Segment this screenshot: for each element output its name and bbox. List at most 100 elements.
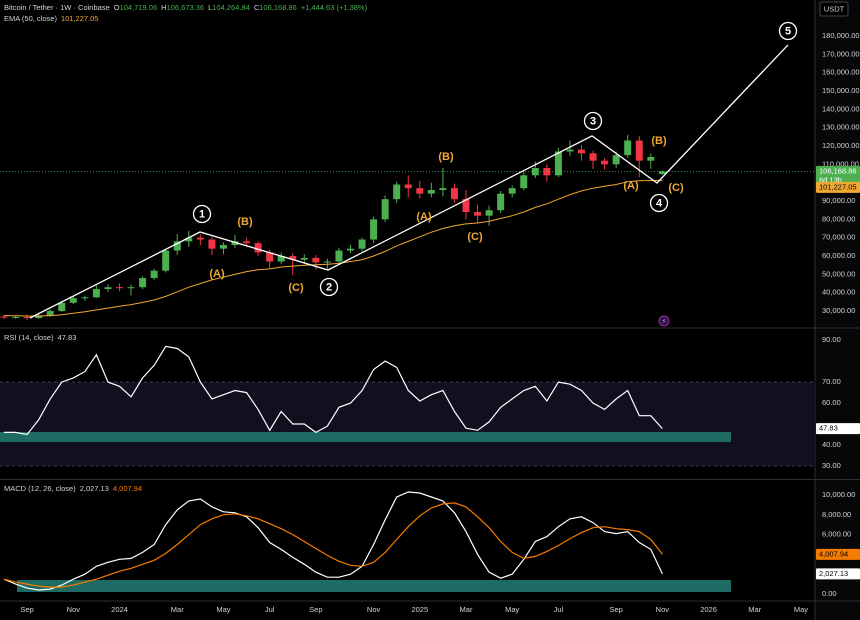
candle-body: [566, 149, 574, 152]
candle-body: [381, 199, 389, 220]
ohlc-value: 106,673.36: [167, 3, 205, 12]
candle-body: [416, 188, 424, 194]
ema-line: [3, 179, 663, 317]
candle-body: [474, 212, 482, 216]
currency-button[interactable]: [819, 1, 849, 17]
candle-body: [162, 250, 170, 271]
x-tick-label: Mar: [171, 605, 184, 614]
y-tick-label: 60,000.00: [822, 251, 855, 260]
ohlc-key: C: [254, 3, 260, 12]
ema-badge: 101,227.05: [819, 182, 857, 191]
indicator-badge-box: [816, 568, 860, 580]
price-badge-countdown: 6d 13h: [819, 175, 842, 184]
indicator-badge-box: [816, 423, 860, 435]
y-tick-label: 40,000.00: [822, 288, 855, 297]
candle-body: [254, 243, 262, 253]
indicator-badge: 2,027.13: [819, 569, 848, 578]
indicator-legend: RSI (14, close) 47.83: [4, 333, 76, 342]
candle-body: [208, 239, 216, 249]
y-tick-label: 120,000.00: [822, 141, 860, 150]
indicator-value: 4,007.94: [113, 484, 142, 493]
indicator-value: 2,027.13: [80, 484, 109, 493]
candle-body: [300, 257, 308, 260]
correction-label: (B): [438, 151, 454, 163]
y-tick-label: 180,000.00: [822, 31, 860, 40]
candle-body: [12, 316, 20, 318]
wave-label: 2: [326, 281, 332, 293]
ohlc-key: L: [208, 3, 212, 12]
candle-body: [116, 287, 123, 289]
x-tick-label: Nov: [656, 605, 670, 614]
candle-body: [335, 250, 343, 262]
highlight-zone: [17, 580, 731, 592]
event-icon[interactable]: [658, 315, 670, 327]
y-tick-label: 60.00: [822, 398, 841, 407]
ema-legend: EMA (50, close) 101,227.05: [4, 14, 98, 23]
candle-body: [219, 245, 227, 249]
indicator-name: MACD (12, 26, close): [4, 484, 76, 493]
x-tick-label: Jul: [554, 605, 564, 614]
price-axis-area: [815, 0, 860, 620]
candle-body: [450, 188, 458, 200]
candle-body: [485, 210, 493, 216]
currency-label[interactable]: USDT: [824, 4, 845, 13]
y-tick-label: 6,000.00: [822, 530, 851, 539]
x-tick-label: Sep: [20, 605, 33, 614]
change: +1,444.63 (+1.38%): [301, 3, 368, 12]
y-tick-label: 10,000.00: [822, 490, 855, 499]
wave-marker: [583, 111, 603, 131]
correction-label: (A): [623, 180, 639, 192]
y-tick-label: 0.00: [822, 589, 837, 598]
candle-body: [601, 160, 609, 165]
candle-body: [277, 256, 285, 262]
ema-value: 101,227.05: [61, 14, 99, 23]
candle-body: [427, 190, 435, 194]
x-tick-label: Sep: [609, 605, 622, 614]
event-icon-glyph[interactable]: ⚡: [662, 317, 667, 325]
candle-body: [69, 298, 77, 303]
candle-body: [370, 219, 378, 240]
price-badge-box: [816, 165, 860, 186]
correction-label: (B): [651, 135, 667, 147]
correction-label: (C): [288, 282, 304, 294]
candle-body: [520, 175, 528, 189]
ohlc-value: 104,264.84: [212, 3, 250, 12]
y-tick-label: 50,000.00: [822, 269, 855, 278]
correction-label: (C): [467, 231, 483, 243]
symbol: Bitcoin / Tether · 1W · Coinbase: [4, 3, 110, 12]
x-tick-label: May: [216, 605, 230, 614]
x-tick-label: Nov: [367, 605, 381, 614]
candle-body: [508, 188, 516, 194]
candle-body: [323, 261, 331, 263]
indicator-line: [3, 491, 663, 591]
wave-marker: [649, 193, 669, 213]
candle-body: [624, 140, 632, 156]
candle-body: [647, 156, 655, 161]
wave-path: [29, 44, 789, 319]
candle-body: [289, 256, 297, 260]
x-tick-label: 2025: [411, 605, 428, 614]
y-tick-label: 90.00: [822, 335, 841, 344]
indicator-legend: MACD (12, 26, close) 2,027.13 4,007.94: [4, 484, 142, 493]
y-tick-label: 40.00: [822, 440, 841, 449]
wave-label: 4: [656, 197, 663, 209]
candle-body: [104, 287, 112, 290]
indicator-value: 47.83: [58, 333, 77, 342]
x-tick-label: Mar: [748, 605, 761, 614]
wave-marker: [778, 21, 798, 41]
candle-body: [497, 193, 505, 211]
indicator-line: [4, 345, 663, 436]
candle-body: [139, 278, 147, 288]
indicator-badge: 47.83: [819, 424, 838, 433]
candle-body: [462, 199, 470, 213]
x-tick-label: Nov: [67, 605, 81, 614]
ema-name: EMA (50, close): [4, 14, 57, 23]
x-tick-label: May: [505, 605, 519, 614]
candle-body: [393, 184, 401, 200]
wave-label: 5: [785, 25, 791, 37]
wave-label: 1: [199, 208, 205, 220]
indicator-line: [3, 502, 663, 588]
candle-body: [127, 287, 135, 289]
